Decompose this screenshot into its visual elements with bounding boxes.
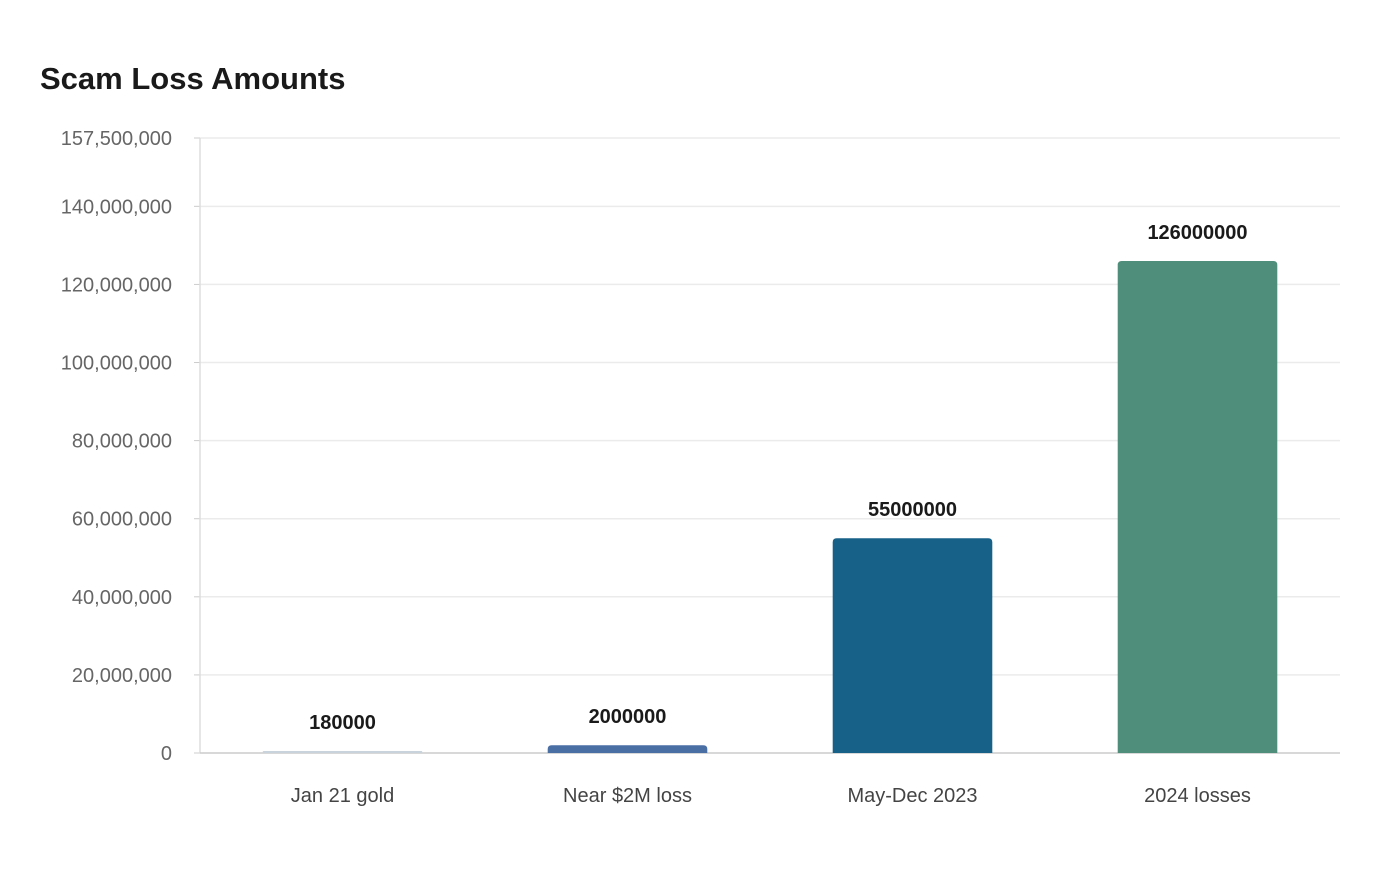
- bars: [262, 261, 1278, 753]
- y-tick-label: 140,000,000: [61, 196, 172, 218]
- y-tick-label: 157,500,000: [61, 128, 172, 150]
- x-tick-labels: Jan 21 gold Near $2M loss May-Dec 2023 2024…: [291, 785, 1251, 807]
- bar-value-label: 2000000: [589, 706, 667, 728]
- bar-2[interactable]: [832, 538, 993, 753]
- value-labels: 180000 2000000 55000000 126000000: [309, 222, 1247, 734]
- x-tick-label: Jan 21 gold: [291, 785, 394, 807]
- y-tick-labels: 0 20,000,000 40,000,000 60,000,000 80,000,00…: [61, 128, 172, 765]
- bar-1[interactable]: [547, 745, 708, 753]
- y-tick-label: 40,000,000: [72, 587, 172, 609]
- y-tick-label: 20,000,000: [72, 665, 172, 687]
- y-tick-label: 100,000,000: [61, 353, 172, 375]
- x-tick-label: 2024 losses: [1144, 785, 1251, 807]
- bar-value-label: 180000: [309, 712, 376, 734]
- bar-0[interactable]: [262, 751, 423, 753]
- y-tick-label: 120,000,000: [61, 274, 172, 296]
- bar-value-label: 126000000: [1147, 222, 1247, 244]
- y-tick-label: 60,000,000: [72, 509, 172, 531]
- y-tick-label: 0: [161, 743, 172, 765]
- bar-3[interactable]: [1117, 261, 1278, 753]
- chart-title: Scam Loss Amounts: [40, 61, 346, 96]
- grid-lines: [200, 137, 1340, 676]
- y-tick-label: 80,000,000: [72, 431, 172, 453]
- x-tick-label: Near $2M loss: [563, 785, 692, 807]
- x-tick-label: May-Dec 2023: [847, 785, 977, 807]
- bar-value-label: 55000000: [868, 499, 957, 521]
